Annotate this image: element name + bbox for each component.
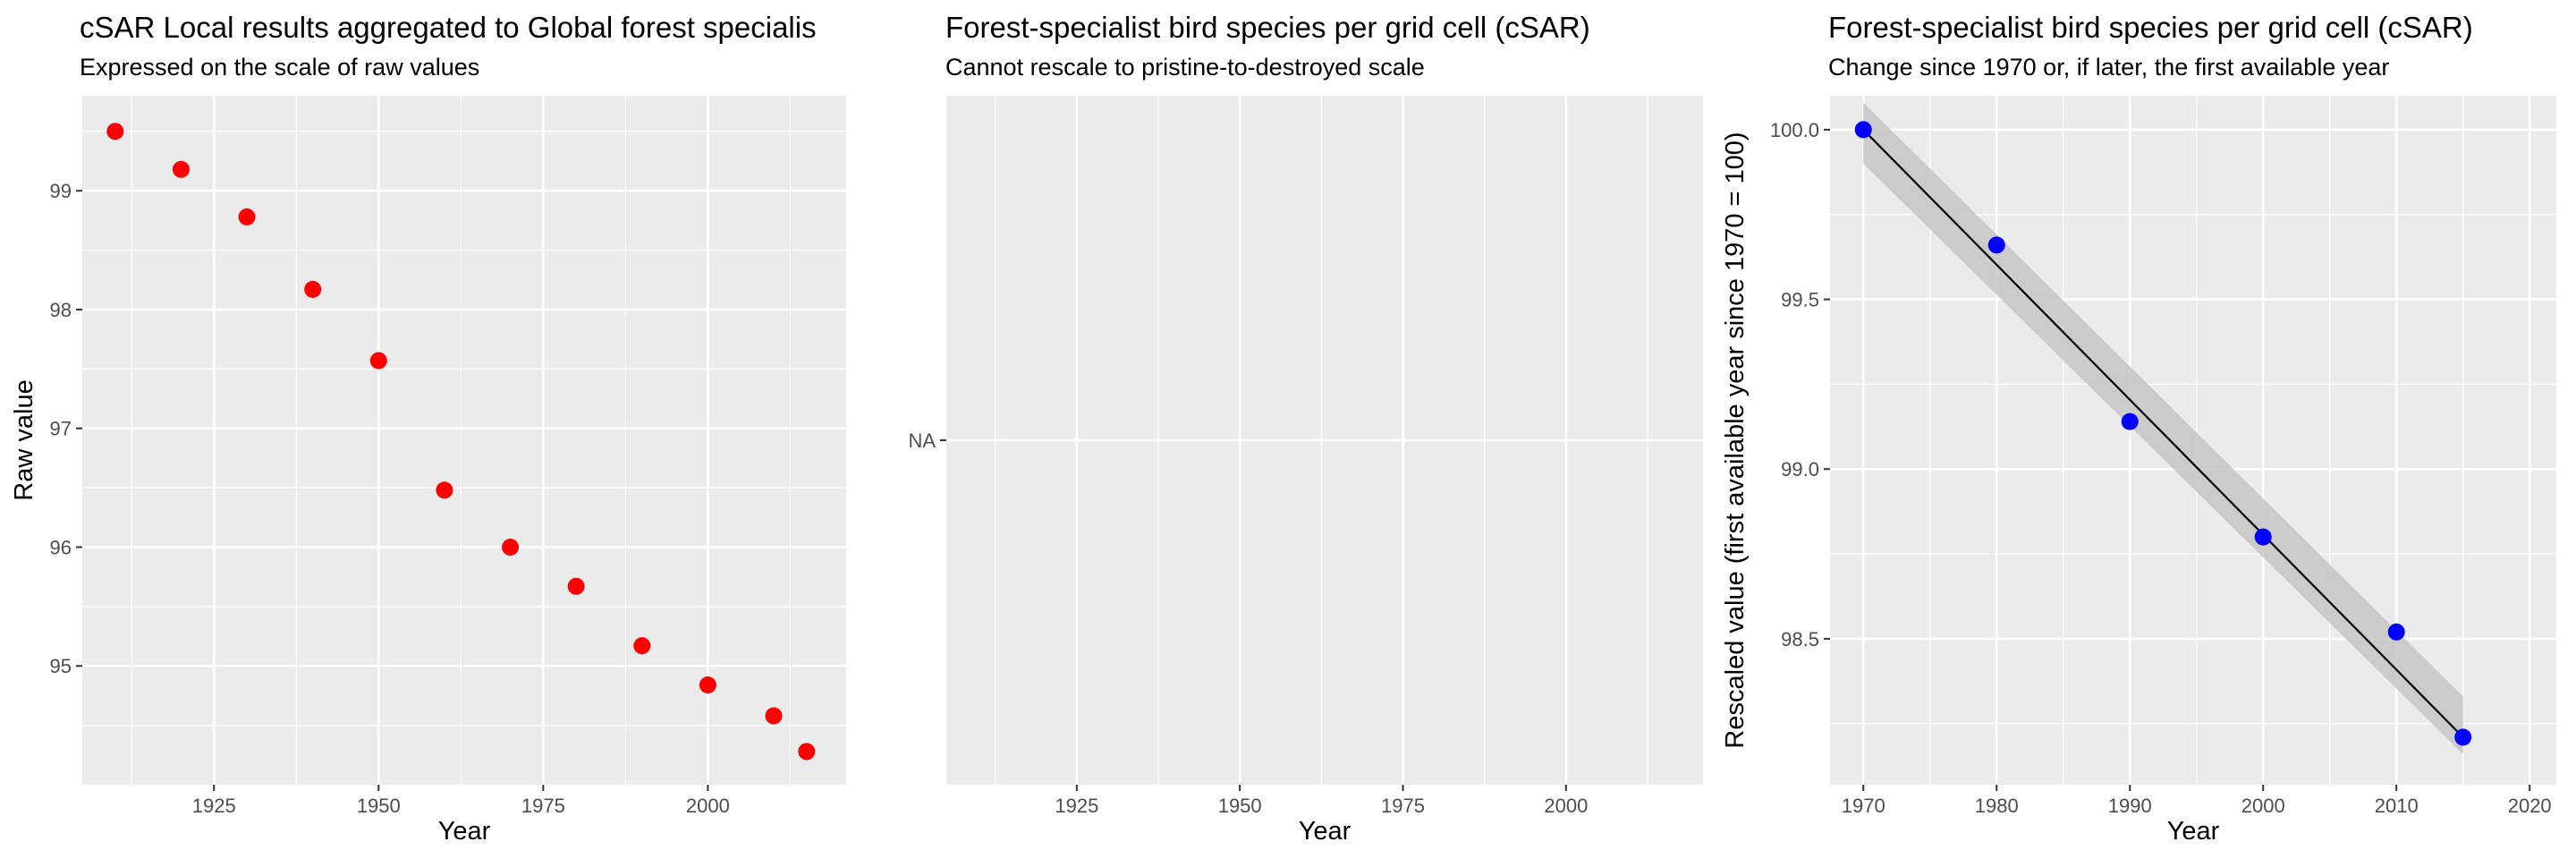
y-axis-title: Rescaled value (first available year sin…: [1721, 132, 1750, 748]
data-point: [765, 707, 783, 725]
y-tick-label: 99: [50, 180, 72, 202]
data-point: [2387, 623, 2405, 641]
chart-subtitle: Change since 1970 or, if later, the firs…: [1828, 54, 2389, 81]
data-points: [1854, 121, 2472, 746]
data-point: [172, 160, 190, 178]
regression-line: [1862, 129, 2464, 738]
x-tick-label: 2010: [2375, 795, 2419, 817]
x-axis-title: Year: [2167, 817, 2220, 846]
y-tick-label: 95: [50, 655, 72, 677]
data-point: [238, 208, 256, 225]
x-tick-label: 2000: [1544, 795, 1588, 817]
plot-background: [82, 96, 846, 785]
data-point: [2254, 528, 2272, 546]
x-tick-label: 1990: [2108, 795, 2152, 817]
y-tick-label: 96: [50, 536, 72, 558]
grid-lines: [1830, 96, 2556, 785]
data-point: [502, 538, 520, 556]
x-tick-label: 1975: [1381, 795, 1425, 817]
axis-ticks: 1970 1980 1990 2000 2010 2020 98.5 99.0 99.5 100.…: [1770, 119, 2552, 817]
x-tick-label: 2020: [2508, 795, 2552, 817]
axis-ticks: 1925 1950 1975 2000 NA: [908, 430, 1588, 817]
x-tick-label: 1925: [192, 795, 236, 817]
data-point: [2454, 728, 2472, 746]
y-tick-label: 100.0: [1770, 119, 1819, 141]
data-point: [436, 481, 453, 499]
chart-panel-raw-values: cSAR Local results aggregated to Global …: [10, 11, 846, 846]
y-tick-label: 99.5: [1781, 289, 1819, 311]
x-tick-label: 1950: [357, 795, 401, 817]
x-axis-title: Year: [1299, 817, 1352, 846]
confidence-ribbon: [1863, 102, 2463, 754]
x-tick-label: 1975: [521, 795, 565, 817]
chart-title: cSAR Local results aggregated to Global …: [80, 11, 817, 44]
x-tick-label: 2000: [686, 795, 730, 817]
x-axis-title: Year: [438, 817, 491, 846]
trend-line: [1862, 129, 2464, 738]
y-tick-label: 99.0: [1781, 458, 1819, 481]
x-tick-label: 1980: [1975, 795, 2019, 817]
chart-title: Forest-specialist bird species per grid …: [1828, 11, 2473, 44]
y-tick-label: 98: [50, 299, 72, 321]
data-point: [1987, 236, 2005, 254]
data-point: [633, 637, 651, 655]
x-tick-label: 1970: [1842, 795, 1885, 817]
x-tick-label: 1950: [1218, 795, 1262, 817]
data-point: [106, 123, 124, 140]
data-point: [2121, 412, 2139, 430]
y-tick-label: 97: [50, 418, 72, 440]
data-point: [699, 676, 716, 693]
y-tick-label: NA: [908, 430, 936, 452]
grid-lines: [946, 96, 1703, 785]
axis-ticks: 1925 1950 1975 2000 95 96 97 98 99: [50, 180, 730, 817]
data-point: [304, 280, 322, 298]
chart-subtitle: Cannot rescale to pristine-to-destroyed …: [945, 54, 1425, 81]
grid-lines: [82, 96, 846, 785]
data-points: [106, 123, 816, 761]
confidence-band: [1863, 102, 2463, 754]
data-point: [798, 743, 816, 761]
data-point: [369, 352, 387, 370]
chart-panel-rescaled: Forest-specialist bird species per grid …: [1721, 11, 2556, 846]
chart-title: Forest-specialist bird species per grid …: [945, 11, 1590, 44]
chart-subtitle: Expressed on the scale of raw values: [80, 54, 479, 81]
chart-panel-pristine-scale: Forest-specialist bird species per grid …: [908, 11, 1703, 846]
y-tick-label: 98.5: [1781, 628, 1819, 651]
data-point: [1854, 121, 1872, 139]
y-axis-title: Raw value: [10, 379, 38, 500]
x-tick-label: 2000: [2241, 795, 2285, 817]
x-tick-label: 1925: [1055, 795, 1098, 817]
data-point: [567, 577, 585, 595]
